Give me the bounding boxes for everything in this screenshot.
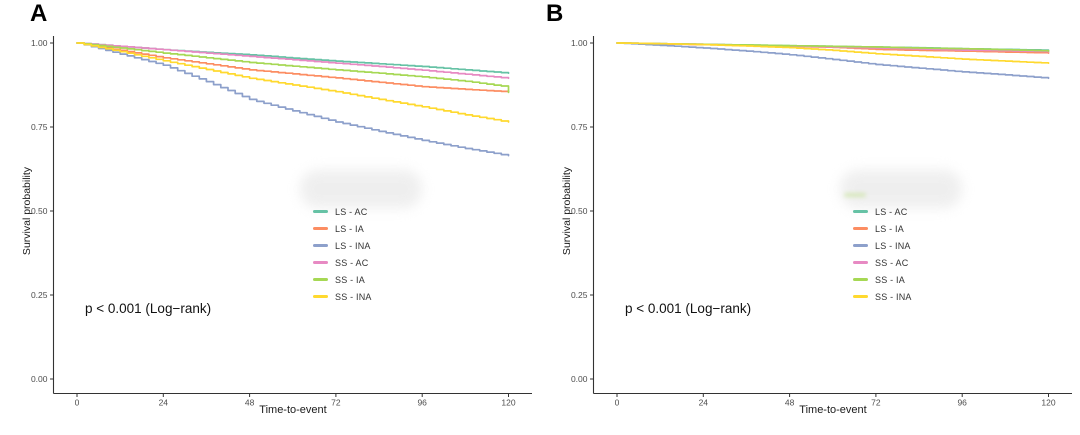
- legend-item-ls-ia: LS - IA: [313, 220, 372, 237]
- legend-label: LS - AC: [335, 206, 368, 217]
- x-tick-label: 120: [501, 398, 515, 408]
- log-rank-pvalue: p < 0.001 (Log−rank): [625, 301, 752, 316]
- x-axis-title: Time-to-event: [799, 404, 867, 416]
- legend-item-ss-ina: SS - INA: [853, 288, 912, 305]
- survival-chart-b: 1.00 0.75 0.50 0.25 0.00 0 24 48 72 96 120: [571, 36, 1072, 408]
- series-line-ss-ia: [76, 42, 510, 94]
- legend-item-ss-ina: SS - INA: [313, 288, 372, 305]
- panel-label-b: B: [546, 0, 564, 27]
- y-tick-label: 0.50: [571, 206, 588, 216]
- legend: LS - AC LS - IA LS - INA SS - AC SS - IA…: [853, 203, 912, 305]
- x-tick-label: 48: [245, 398, 255, 408]
- y-tick-label: 0.75: [571, 122, 588, 132]
- legend-swatch-ss-ac: [853, 261, 868, 264]
- legend-swatch-ls-ac: [853, 210, 868, 213]
- panel-label-a: A: [30, 0, 48, 27]
- series-line-ss-ina: [616, 42, 1050, 65]
- legend-label: SS - IA: [335, 274, 365, 285]
- panel-b: 1.00 0.75 0.50 0.25 0.00 0 24 48 72 96 120 B Survi…: [540, 0, 1080, 435]
- survival-chart-a: 1.00 0.75 0.50 0.25 0.00 0 24 48 72 96 120: [31, 36, 532, 408]
- redacted-legend-title-blur: [300, 170, 422, 208]
- x-tick-label: 0: [75, 398, 80, 408]
- legend-swatch-ss-ina: [313, 295, 328, 298]
- y-tick-label: 0.25: [31, 290, 48, 300]
- panel-a: 1.00 0.75 0.50 0.25 0.00 0 24 48 72 96 120 A Survi…: [21, 0, 532, 416]
- legend-label: LS - IA: [875, 223, 904, 234]
- legend-label: SS - INA: [335, 291, 372, 302]
- redacted-legend-artifact: [844, 193, 866, 197]
- legend-swatch-ss-ia: [313, 278, 328, 281]
- series-line-ss-ac: [76, 42, 510, 80]
- legend-item-ss-ac: SS - AC: [313, 254, 372, 271]
- legend-label: SS - IA: [875, 274, 905, 285]
- series-line-ls-ina: [76, 42, 510, 157]
- series-line-ls-ia: [76, 42, 510, 93]
- legend-label: LS - AC: [875, 206, 908, 217]
- y-axis-title: Survival probability: [561, 166, 573, 256]
- legend-item-ss-ia: SS - IA: [313, 271, 372, 288]
- legend-item-ss-ia: SS - IA: [853, 271, 912, 288]
- x-tick-label: 96: [957, 398, 967, 408]
- legend-item-ls-ac: LS - AC: [853, 203, 912, 220]
- x-tick-label: 72: [871, 398, 881, 408]
- y-tick-label: 0.50: [31, 206, 48, 216]
- legend: LS - AC LS - IA LS - INA SS - AC SS - IA…: [313, 203, 372, 305]
- legend-item-ls-ac: LS - AC: [313, 203, 372, 220]
- x-tick-label: 72: [331, 398, 341, 408]
- legend-item-ls-ina: LS - INA: [853, 237, 912, 254]
- series-line-ls-ina: [616, 42, 1050, 80]
- legend-swatch-ls-ina: [853, 244, 868, 247]
- legend-swatch-ss-ia: [853, 278, 868, 281]
- y-tick-label: 0.75: [31, 122, 48, 132]
- x-tick-label: 96: [417, 398, 427, 408]
- legend-label: SS - INA: [875, 291, 912, 302]
- log-rank-pvalue: p < 0.001 (Log−rank): [85, 301, 212, 316]
- legend-label: LS - IA: [335, 223, 364, 234]
- legend-item-ls-ina: LS - INA: [313, 237, 372, 254]
- x-tick-label: 48: [785, 398, 795, 408]
- x-tick-label: 24: [699, 398, 709, 408]
- x-tick-label: 0: [615, 398, 620, 408]
- legend-item-ls-ia: LS - IA: [853, 220, 912, 237]
- legend-swatch-ss-ina: [853, 295, 868, 298]
- y-tick-label: 0.00: [31, 374, 48, 384]
- legend-label: LS - INA: [335, 240, 371, 251]
- x-axis-title: Time-to-event: [259, 404, 327, 416]
- legend-swatch-ls-ac: [313, 210, 328, 213]
- y-tick-label: 1.00: [31, 38, 48, 48]
- legend-swatch-ls-ia: [313, 227, 328, 230]
- y-tick-label: 1.00: [571, 38, 588, 48]
- x-tick-label: 24: [159, 398, 169, 408]
- legend-label: SS - AC: [335, 257, 369, 268]
- y-tick-label: 0.00: [571, 374, 588, 384]
- legend-swatch-ls-ina: [313, 244, 328, 247]
- x-tick-label: 120: [1041, 398, 1055, 408]
- legend-label: SS - AC: [875, 257, 909, 268]
- y-axis-title: Survival probability: [21, 166, 33, 256]
- redacted-legend-title-blur: [840, 170, 962, 208]
- legend-label: LS - INA: [875, 240, 911, 251]
- series-line-ss-ina: [76, 42, 510, 123]
- legend-item-ss-ac: SS - AC: [853, 254, 912, 271]
- legend-swatch-ss-ac: [313, 261, 328, 264]
- y-tick-label: 0.25: [571, 290, 588, 300]
- legend-swatch-ls-ia: [853, 227, 868, 230]
